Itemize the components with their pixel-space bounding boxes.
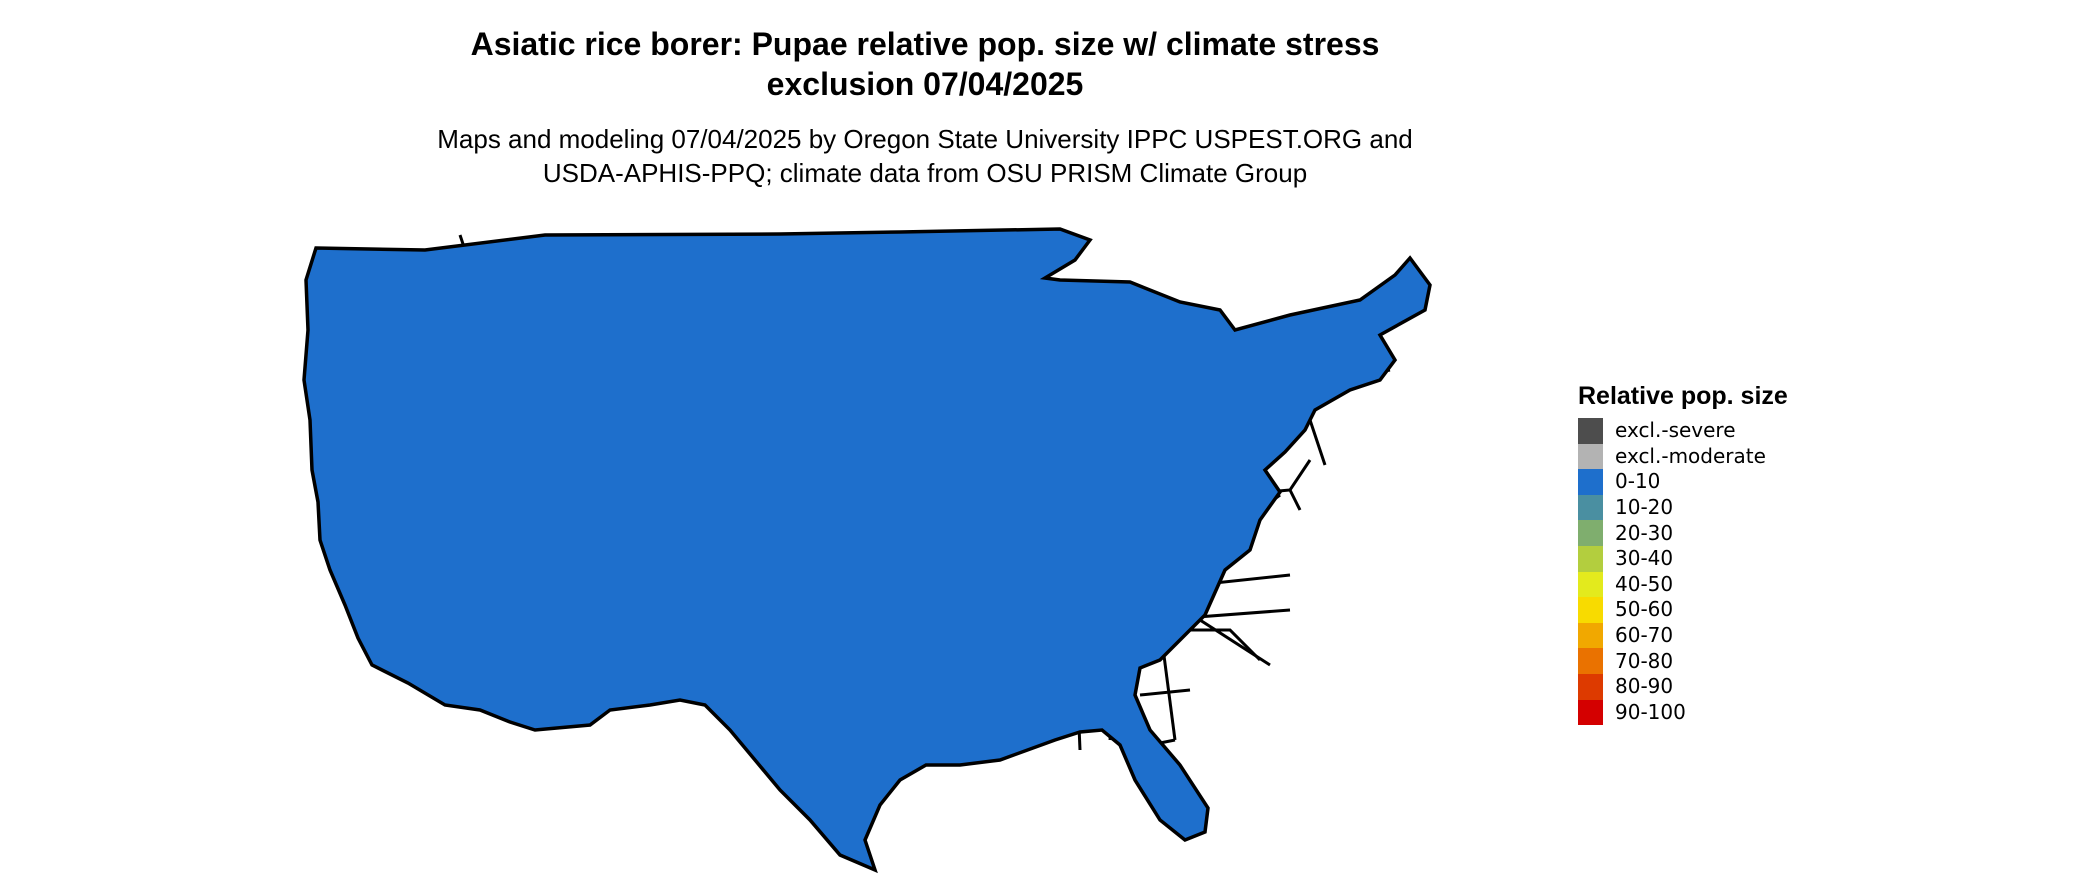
map-subtitle: Maps and modeling 07/04/2025 by Oregon S… [0, 122, 1850, 190]
legend-swatch [1578, 494, 1603, 521]
legend-swatch [1578, 418, 1603, 444]
map-title-line-1: Asiatic rice borer: Pupae relative pop. … [470, 26, 1380, 62]
legend-swatch [1578, 571, 1603, 598]
legend-swatch [1578, 622, 1603, 649]
map-subtitle-line-2: USDA-APHIS-PPQ; climate data from OSU PR… [542, 158, 1308, 188]
legend-title: Relative pop. size [1578, 382, 1788, 410]
map-title: Asiatic rice borer: Pupae relative pop. … [0, 24, 1850, 104]
legend-label: 40-50 [1615, 571, 1674, 596]
legend-label: 20-30 [1615, 520, 1674, 545]
legend-label: 50-60 [1615, 597, 1674, 622]
legend-item: excl.-severe [1578, 418, 1978, 444]
legend-item: 10-20 [1578, 494, 1978, 521]
legend-swatch [1578, 673, 1603, 700]
legend-item: 30-40 [1578, 545, 1978, 572]
legend-item: 60-70 [1578, 622, 1978, 649]
legend-item: 50-60 [1578, 597, 1978, 623]
legend-swatch [1578, 699, 1603, 726]
legend-label: 80-90 [1615, 674, 1674, 699]
us-map-canvas [302, 227, 1432, 872]
legend-item: 40-50 [1578, 571, 1978, 598]
us-map [300, 220, 1560, 892]
legend-swatch [1578, 469, 1603, 495]
map-title-line-2: exclusion 07/04/2025 [766, 66, 1084, 102]
country-outline [302, 227, 1432, 872]
legend-label: 10-20 [1615, 495, 1674, 520]
legend-swatch [1578, 443, 1603, 470]
legend-label: 90-100 [1615, 699, 1686, 724]
legend-item: 20-30 [1578, 520, 1978, 546]
legend-label: 70-80 [1615, 648, 1674, 673]
legend-item: 70-80 [1578, 648, 1978, 674]
legend-item: excl.-moderate [1578, 443, 1978, 470]
legend-label: 30-40 [1615, 546, 1674, 571]
legend-item: 90-100 [1578, 699, 1978, 726]
legend-label: 60-70 [1615, 623, 1674, 648]
legend-label: excl.-severe [1615, 418, 1736, 443]
legend-item: 0-10 [1578, 469, 1978, 495]
legend-swatch [1578, 520, 1603, 546]
legend-items: excl.-severe excl.-moderate 0-10 10-20 20-30… [1578, 418, 1978, 726]
legend-item: 80-90 [1578, 673, 1978, 700]
legend-swatch [1578, 648, 1603, 674]
legend-swatch [1578, 545, 1603, 572]
map-legend: Relative pop. size excl.-severe excl.-mod… [1578, 380, 1978, 726]
legend-swatch [1578, 597, 1603, 623]
map-subtitle-line-1: Maps and modeling 07/04/2025 by Oregon S… [437, 124, 1413, 154]
legend-label: excl.-moderate [1615, 443, 1766, 468]
legend-label: 0-10 [1615, 469, 1661, 494]
